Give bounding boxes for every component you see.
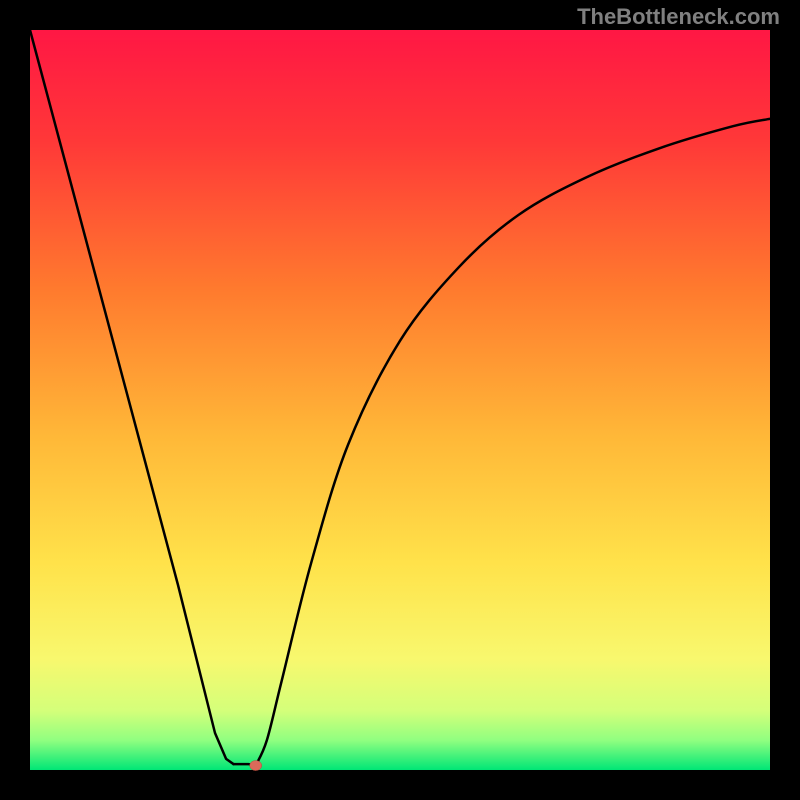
watermark-text: TheBottleneck.com	[577, 4, 780, 30]
chart-container: TheBottleneck.com	[0, 0, 800, 800]
bottleneck-chart	[0, 0, 800, 800]
